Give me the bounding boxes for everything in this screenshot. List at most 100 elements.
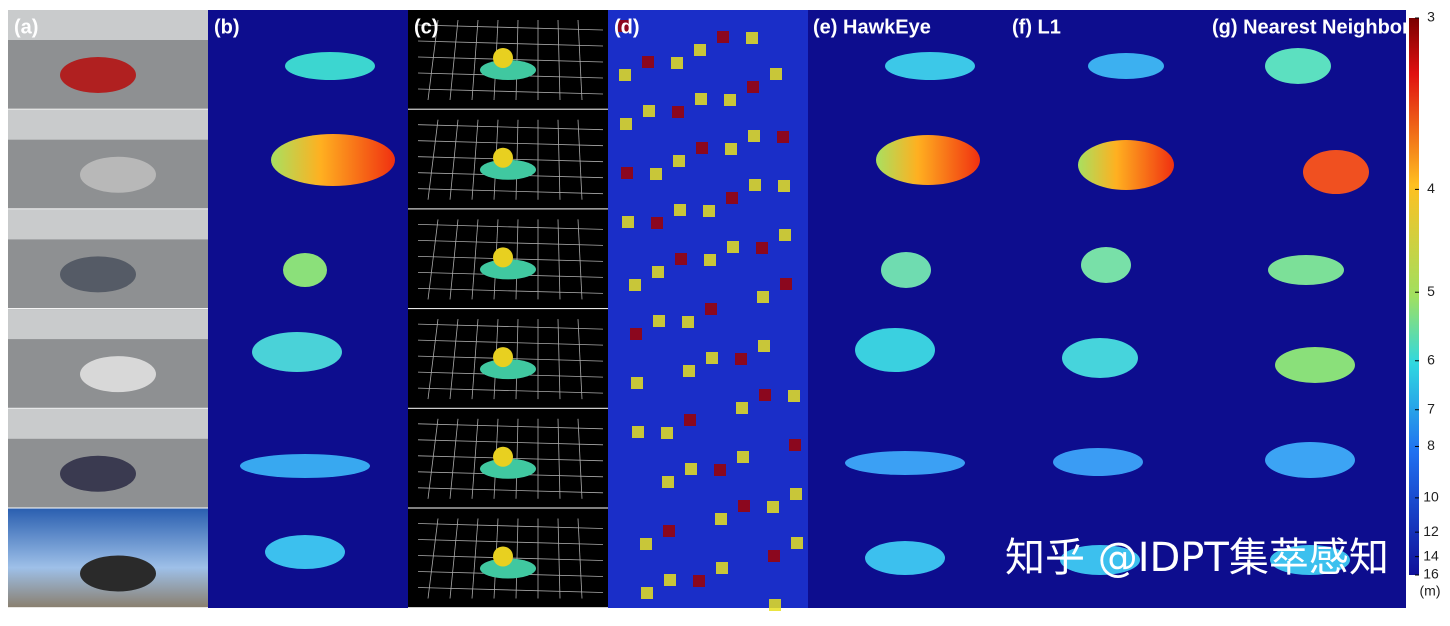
car-depth [845, 451, 965, 475]
panel-label: (a) [14, 16, 38, 38]
heat-spot [685, 463, 697, 475]
heat-spot [759, 389, 771, 401]
pointcloud-grid [417, 539, 604, 545]
heat-spot [682, 316, 694, 328]
photo-ceiling [8, 10, 208, 40]
pointcloud-grid [417, 487, 604, 494]
colorbar-tick-label: 16 [1423, 566, 1439, 582]
panel-label: (b) [214, 16, 240, 38]
car-depth [271, 134, 395, 186]
heat-spot [696, 142, 708, 154]
pointcloud-grid [471, 19, 479, 101]
pointcloud-grid [557, 518, 561, 599]
heat-spot [632, 426, 644, 438]
pointcloud [493, 546, 513, 567]
pointcloud-grid [577, 418, 583, 499]
pointcloud-grid [417, 387, 604, 394]
heat-spot [695, 93, 707, 105]
car-depth [283, 253, 327, 287]
colorbar-tick-label: 4 [1427, 180, 1435, 196]
photo-ceiling [8, 408, 208, 439]
pointcloud-grid [449, 518, 459, 599]
heat-spot [777, 131, 789, 143]
pointcloud [493, 247, 513, 268]
heat-spot [630, 328, 642, 340]
car-depth [1062, 338, 1138, 378]
pointcloud-grid [417, 124, 604, 131]
pointcloud-grid [557, 19, 561, 101]
pointcloud-grid [417, 439, 604, 446]
pointcloud [480, 558, 536, 579]
pointcloud-grid [417, 24, 604, 31]
heat-spot [736, 402, 748, 414]
pointcloud-grid [417, 188, 604, 195]
pointcloud [493, 347, 513, 368]
pointcloud-grid [417, 88, 604, 95]
photo-ceiling [8, 109, 208, 140]
photo-ceiling [8, 309, 208, 340]
heat-spot [725, 143, 737, 155]
pointcloud-grid [557, 418, 561, 499]
car-depth [1088, 53, 1164, 79]
heat-spot [672, 106, 684, 118]
pointcloud [480, 159, 536, 180]
heat-spot [663, 525, 675, 537]
heat-spot [706, 352, 718, 364]
car-depth [1053, 448, 1143, 476]
pointcloud-grid [417, 339, 604, 346]
panel-label: (f) L1 [1012, 16, 1061, 38]
pointcloud [493, 147, 513, 168]
pointcloud-grid [557, 319, 561, 400]
photo-car [60, 256, 136, 293]
colorbar-unit: (m) [1420, 583, 1441, 599]
heat-spot [684, 414, 696, 426]
heat-spot [791, 537, 803, 549]
heat-spot [662, 476, 674, 488]
heat-spot [673, 155, 685, 167]
heat-spot [694, 44, 706, 56]
heat-spot [790, 488, 802, 500]
pointcloud-grid [417, 423, 604, 430]
heat-spot [650, 168, 662, 180]
pointcloud-grid [427, 19, 439, 101]
colorbar-tick-label: 3 [1427, 9, 1435, 25]
heat-spot [620, 118, 632, 130]
heat-spot [788, 390, 800, 402]
heat-spot [651, 217, 663, 229]
pointcloud-grid [577, 518, 583, 599]
pointcloud-grid [417, 323, 604, 330]
pointcloud-grid [557, 219, 561, 300]
heat-spot [768, 550, 780, 562]
heat-spot [748, 130, 760, 142]
heat-spot [715, 513, 727, 525]
watermark: 知乎 @IDPT集萃感知 [1005, 535, 1389, 581]
car-depth [240, 454, 370, 478]
car-depth [1060, 545, 1140, 575]
heat-spot [674, 204, 686, 216]
heat-spot [769, 599, 781, 611]
pointcloud [480, 60, 536, 80]
car-depth [876, 135, 980, 185]
pointcloud-grid [471, 418, 479, 499]
pointcloud [480, 259, 536, 280]
pointcloud [480, 359, 536, 380]
depth-map [1206, 10, 1406, 608]
heat-spot [671, 57, 683, 69]
heat-spot [640, 538, 652, 550]
car-depth [1270, 545, 1350, 575]
heat-spot [661, 427, 673, 439]
colorbar-tick-label: 8 [1427, 437, 1435, 453]
car-depth [1268, 255, 1344, 285]
pointcloud-grid [471, 119, 479, 200]
heat-spot [631, 377, 643, 389]
heat-spot [683, 365, 695, 377]
photo-car [60, 455, 136, 492]
pointcloud-grid [427, 119, 439, 200]
heat-spot [727, 241, 739, 253]
pointcloud-grid [449, 418, 459, 499]
depth-map [208, 10, 408, 608]
heat-spot [770, 68, 782, 80]
pointcloud-grid [417, 288, 604, 294]
heat-spot [705, 303, 717, 315]
heat-spot [749, 179, 761, 191]
